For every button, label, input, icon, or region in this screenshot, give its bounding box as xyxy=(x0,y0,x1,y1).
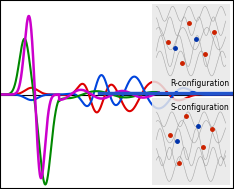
Bar xyxy=(152,98,230,184)
Text: S-configuration: S-configuration xyxy=(170,103,229,112)
Bar xyxy=(152,5,230,91)
Text: R-configuration: R-configuration xyxy=(170,79,229,88)
